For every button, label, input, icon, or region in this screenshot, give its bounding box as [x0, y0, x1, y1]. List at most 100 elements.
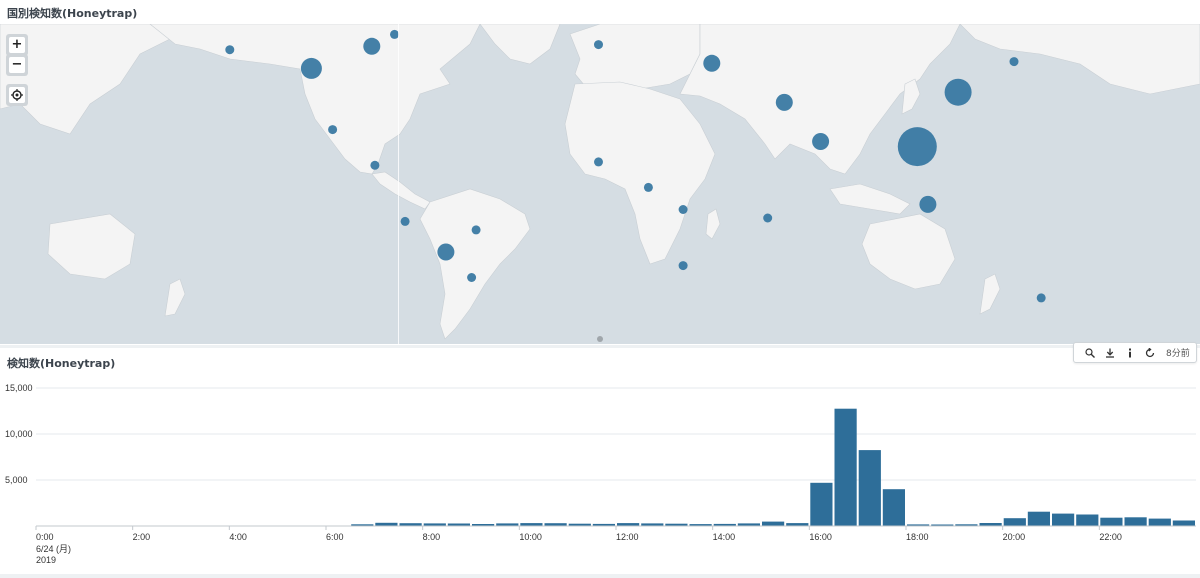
bar[interactable]	[1100, 517, 1123, 526]
zoom-out-button[interactable]: −	[6, 54, 28, 76]
country-bubble[interactable]	[363, 37, 381, 55]
bar[interactable]	[907, 524, 930, 526]
country-bubble[interactable]	[703, 54, 721, 72]
country-bubble[interactable]	[467, 273, 477, 282]
bar[interactable]	[447, 523, 470, 527]
x-tick-label: 16:00	[809, 532, 832, 542]
bar[interactable]	[399, 523, 422, 526]
last-updated-label: 8分前	[1166, 349, 1190, 359]
chart-panel: 検知数(Honeytrap) 5,000 10,000 15,000 0:00 2:00…	[0, 348, 1200, 578]
bar[interactable]	[882, 489, 905, 526]
bar[interactable]	[1003, 518, 1026, 526]
bar[interactable]	[1052, 513, 1075, 526]
country-bubble[interactable]	[678, 261, 688, 271]
panel-divider	[0, 345, 1200, 348]
country-bubble[interactable]	[594, 157, 603, 167]
zoom-in-button[interactable]: +	[6, 34, 28, 56]
map-panel: 国別検知数(Honeytrap)	[0, 7, 1200, 344]
bar[interactable]	[1172, 520, 1195, 527]
country-bubble[interactable]	[1036, 293, 1046, 303]
refresh-icon	[1145, 347, 1155, 357]
x-tick-label: 20:00	[1003, 532, 1026, 542]
minus-icon: −	[9, 57, 25, 73]
search-button[interactable]	[1080, 343, 1100, 362]
country-bubble[interactable]	[919, 195, 937, 213]
country-bubble[interactable]	[763, 213, 773, 223]
bar[interactable]	[617, 523, 640, 526]
bar[interactable]	[520, 523, 543, 526]
x-tick-label: 4:00	[229, 532, 247, 542]
bar[interactable]	[592, 523, 615, 526]
bar[interactable]	[1124, 517, 1147, 526]
map-seam-line	[398, 24, 399, 344]
x-tick-label: 22:00	[1099, 532, 1122, 542]
country-bubble[interactable]	[775, 93, 793, 111]
refresh-button[interactable]	[1140, 343, 1160, 362]
crosshair-icon	[11, 89, 23, 101]
bar[interactable]	[689, 524, 712, 526]
bar-chart: 5,000 10,000 15,000 0:00 2:00 4:00 6:00 8:00 10:…	[5, 383, 1196, 565]
bar[interactable]	[351, 524, 374, 526]
world-map[interactable]	[0, 24, 1200, 344]
x-tick-label: 2:00	[133, 532, 151, 542]
bar[interactable]	[472, 524, 495, 526]
country-bubble[interactable]	[897, 127, 937, 167]
info-icon	[1129, 348, 1131, 357]
bar[interactable]	[955, 524, 978, 526]
locate-button[interactable]	[6, 84, 28, 106]
x-tick-label: 0:00	[36, 532, 54, 542]
country-bubble[interactable]	[400, 216, 410, 226]
x-tick-label: 10:00	[519, 532, 542, 542]
bubble-layer	[225, 29, 1046, 303]
country-bubble[interactable]	[944, 78, 972, 106]
bar[interactable]	[737, 523, 760, 526]
bar[interactable]	[931, 524, 954, 527]
bar[interactable]	[834, 408, 857, 526]
resize-handle[interactable]	[597, 336, 603, 342]
country-bubble[interactable]	[594, 40, 603, 50]
y-tick-label: 5,000	[5, 475, 28, 485]
country-bubble[interactable]	[678, 205, 688, 214]
country-bubble[interactable]	[1009, 57, 1019, 67]
map-title: 国別検知数(Honeytrap)	[7, 7, 138, 20]
panel-toolbar: 8分前	[1073, 342, 1197, 363]
bar[interactable]	[858, 450, 881, 526]
bar[interactable]	[762, 521, 785, 526]
download-button[interactable]	[1100, 343, 1120, 362]
country-bubble[interactable]	[471, 225, 481, 235]
y-tick-label: 15,000	[5, 383, 33, 393]
bar[interactable]	[786, 523, 809, 526]
country-bubble[interactable]	[643, 182, 653, 192]
bar[interactable]	[544, 523, 567, 526]
bottom-border	[0, 574, 1200, 578]
bar[interactable]	[375, 522, 398, 526]
bar[interactable]	[641, 523, 664, 526]
x-tick-label: 8:00	[423, 532, 441, 542]
bar[interactable]	[979, 523, 1002, 526]
country-bubble[interactable]	[225, 45, 235, 55]
bar[interactable]	[665, 523, 688, 526]
bar[interactable]	[568, 523, 591, 526]
bar[interactable]	[810, 482, 833, 526]
x-tick-label: 6:00	[326, 532, 344, 542]
country-bubble[interactable]	[370, 160, 380, 170]
country-bubble[interactable]	[437, 243, 455, 261]
plus-icon: +	[9, 37, 25, 53]
x-tick-label: 12:00	[616, 532, 639, 542]
bar[interactable]	[496, 523, 519, 526]
bar[interactable]	[713, 523, 736, 526]
x-date-label: 2019	[36, 555, 56, 565]
bar[interactable]	[1027, 511, 1050, 526]
land-masses	[0, 24, 1200, 340]
country-bubble[interactable]	[812, 133, 830, 150]
x-tick-label: 14:00	[713, 532, 736, 542]
bar[interactable]	[1148, 518, 1171, 526]
country-bubble[interactable]	[328, 125, 338, 135]
bar[interactable]	[1076, 514, 1099, 527]
bar[interactable]	[423, 523, 446, 526]
chart-title: 検知数(Honeytrap)	[7, 357, 116, 370]
country-bubble[interactable]	[300, 57, 322, 79]
search-icon	[1085, 347, 1095, 358]
country-bubble[interactable]	[390, 29, 399, 39]
info-button[interactable]	[1120, 343, 1140, 362]
